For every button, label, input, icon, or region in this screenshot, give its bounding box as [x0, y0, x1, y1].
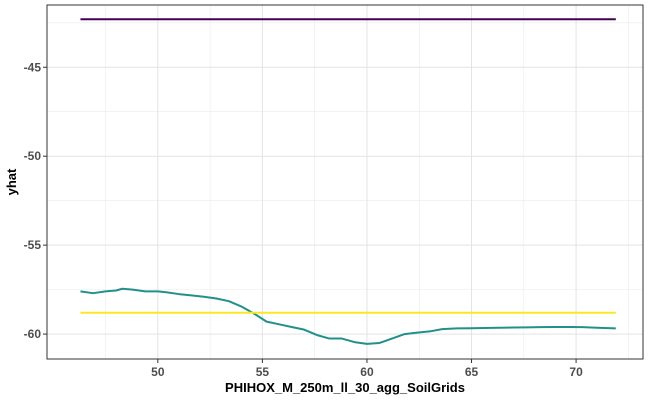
x-tick-label: 65: [465, 365, 479, 379]
x-axis-title: PHIHOX_M_250m_ll_30_agg_SoilGrids: [225, 380, 465, 395]
minor-gridlines: [47, 5, 643, 359]
x-tick-label: 60: [360, 365, 374, 379]
plot-border: [46, 4, 644, 360]
y-tick-label: -55: [24, 238, 42, 252]
y-tick-label: -50: [24, 149, 42, 163]
y-tick-label: -45: [24, 60, 42, 74]
y-axis-ticks: -60 -55 -50 -45: [24, 60, 47, 341]
series-lines: [80, 18, 616, 345]
y-axis-title: yhat: [4, 168, 19, 195]
x-tick-label: 55: [256, 365, 270, 379]
series-line-2: [80, 287, 616, 345]
x-tick-label: 70: [569, 365, 583, 379]
x-axis-ticks: 50 55 60 65 70: [151, 359, 583, 379]
major-gridlines: [47, 5, 643, 359]
x-tick-label: 50: [151, 365, 165, 379]
y-tick-label: -60: [24, 327, 42, 341]
plot-background: [47, 5, 643, 359]
